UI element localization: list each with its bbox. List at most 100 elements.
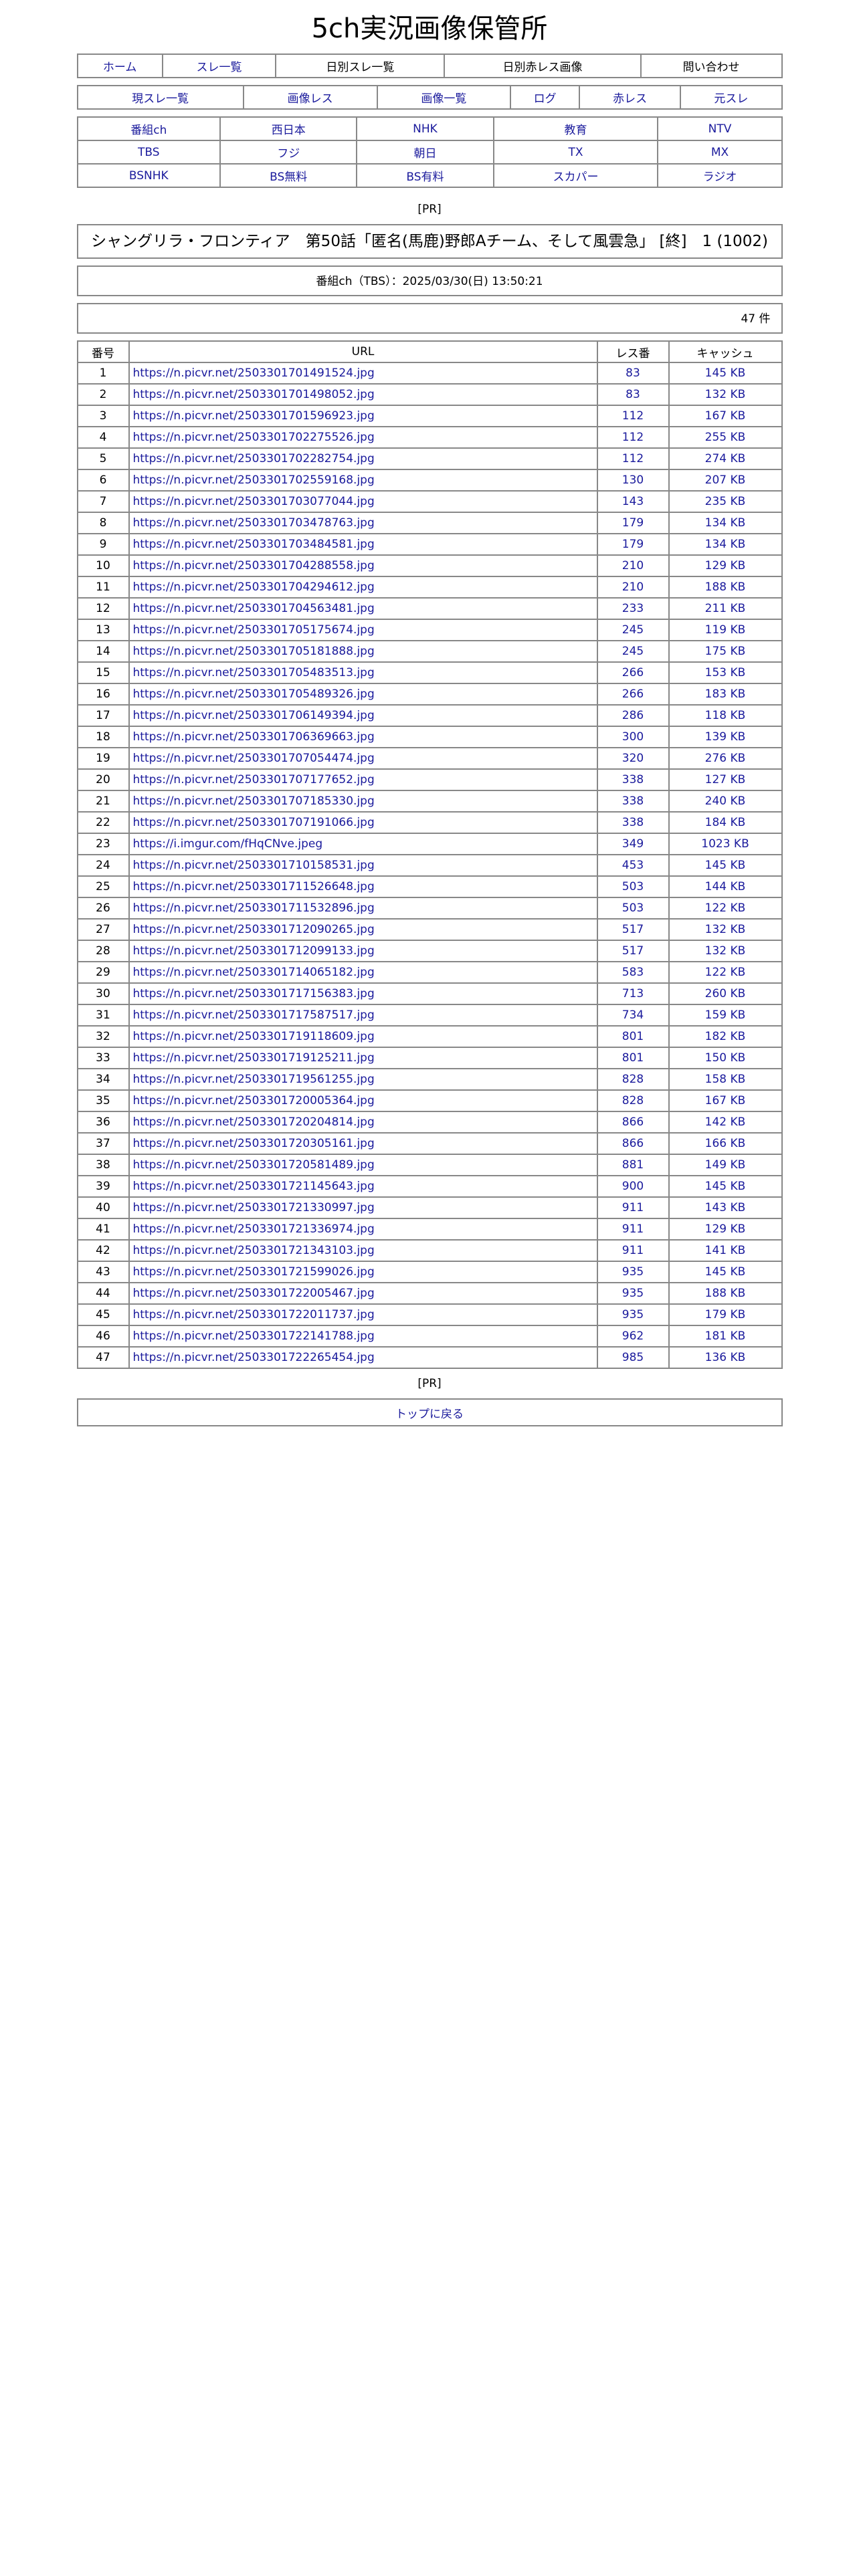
image-url-link[interactable]: https://n.picvr.net/2503301721145643.jpg xyxy=(132,1180,375,1193)
cache-link[interactable]: 159 KB xyxy=(704,1008,746,1022)
res-number-link[interactable]: 112 xyxy=(622,431,644,444)
cache-link[interactable]: 207 KB xyxy=(704,473,746,487)
image-url-link[interactable]: https://n.picvr.net/2503301701596923.jpg xyxy=(132,409,375,423)
image-url-link[interactable]: https://n.picvr.net/2503301704563481.jpg xyxy=(132,602,375,615)
image-url-link[interactable]: https://n.picvr.net/2503301701498052.jpg xyxy=(132,388,375,401)
cache-link[interactable]: 134 KB xyxy=(704,538,746,551)
res-number-link[interactable]: 866 xyxy=(622,1115,644,1129)
cache-link[interactable]: 183 KB xyxy=(704,687,746,701)
channel-link[interactable]: 番組ch xyxy=(130,124,167,137)
cache-link[interactable]: 149 KB xyxy=(704,1158,746,1172)
image-url-link[interactable]: https://n.picvr.net/2503301707054474.jpg xyxy=(132,752,375,765)
res-number-link[interactable]: 130 xyxy=(622,473,644,487)
image-url-link[interactable]: https://n.picvr.net/2503301704294612.jpg xyxy=(132,580,375,594)
image-url-link[interactable]: https://n.picvr.net/2503301719125211.jpg xyxy=(132,1051,375,1065)
res-number-link[interactable]: 734 xyxy=(622,1008,644,1022)
image-url-link[interactable]: https://n.picvr.net/2503301704288558.jpg xyxy=(132,559,375,572)
cache-link[interactable]: 139 KB xyxy=(704,730,746,744)
thread-nav-item-4[interactable]: ログ xyxy=(533,92,557,106)
image-url-link[interactable]: https://n.picvr.net/2503301702282754.jpg xyxy=(132,452,375,465)
thread-nav-item-5[interactable]: 赤レス xyxy=(613,92,648,106)
channel-link[interactable]: 朝日 xyxy=(413,147,437,160)
cache-link[interactable]: 129 KB xyxy=(704,559,746,572)
thread-nav-item-6[interactable]: 元スレ xyxy=(714,92,749,106)
res-number-link[interactable]: 866 xyxy=(622,1137,644,1150)
cache-link[interactable]: 1023 KB xyxy=(701,837,749,851)
image-url-link[interactable]: https://n.picvr.net/2503301707185330.jpg xyxy=(132,794,375,808)
cache-link[interactable]: 240 KB xyxy=(704,794,746,808)
image-url-link[interactable]: https://n.picvr.net/2503301703478763.jpg xyxy=(132,516,375,530)
channel-link[interactable]: BS無料 xyxy=(270,171,308,184)
image-url-link[interactable]: https://n.picvr.net/2503301710158531.jpg xyxy=(132,859,375,872)
res-number-link[interactable]: 801 xyxy=(622,1051,644,1065)
cache-link[interactable]: 132 KB xyxy=(704,388,746,401)
res-number-link[interactable]: 300 xyxy=(622,730,644,744)
image-url-link[interactable]: https://n.picvr.net/2503301721343103.jpg xyxy=(132,1244,375,1257)
channel-link[interactable]: フジ xyxy=(277,147,300,160)
res-number-link[interactable]: 985 xyxy=(622,1351,644,1364)
image-url-link[interactable]: https://n.picvr.net/2503301711526648.jpg xyxy=(132,880,375,893)
res-number-link[interactable]: 210 xyxy=(622,580,644,594)
nav-item-4[interactable]: 日別赤レス画像 xyxy=(444,53,642,78)
res-number-link[interactable]: 338 xyxy=(622,794,644,808)
cache-link[interactable]: 150 KB xyxy=(704,1051,746,1065)
thread-nav-item-2[interactable]: 画像レス xyxy=(287,92,333,106)
cache-link[interactable]: 122 KB xyxy=(704,966,746,979)
cache-link[interactable]: 134 KB xyxy=(704,516,746,530)
res-number-link[interactable]: 828 xyxy=(622,1094,644,1107)
back-to-top-link[interactable]: トップに戻る xyxy=(395,1407,464,1421)
image-url-link[interactable]: https://n.picvr.net/2503301719118609.jpg xyxy=(132,1030,375,1043)
res-number-link[interactable]: 245 xyxy=(622,645,644,658)
res-number-link[interactable]: 801 xyxy=(622,1030,644,1043)
res-number-link[interactable]: 286 xyxy=(622,709,644,722)
image-url-link[interactable]: https://n.picvr.net/2503301706149394.jpg xyxy=(132,709,375,722)
image-url-link[interactable]: https://n.picvr.net/2503301720005364.jpg xyxy=(132,1094,375,1107)
res-number-link[interactable]: 583 xyxy=(622,966,644,979)
image-url-link[interactable]: https://n.picvr.net/2503301717156383.jpg xyxy=(132,987,375,1000)
cache-link[interactable]: 145 KB xyxy=(704,859,746,872)
cache-link[interactable]: 132 KB xyxy=(704,944,746,958)
cache-link[interactable]: 276 KB xyxy=(704,752,746,765)
cache-link[interactable]: 144 KB xyxy=(704,880,746,893)
thread-nav-item-1[interactable]: 現スレ一覧 xyxy=(132,92,189,106)
cache-link[interactable]: 167 KB xyxy=(704,1094,746,1107)
nav-item-3[interactable]: 日別スレ一覧 xyxy=(275,53,446,78)
image-url-link[interactable]: https://n.picvr.net/2503301722141788.jpg xyxy=(132,1329,375,1343)
image-url-link[interactable]: https://n.picvr.net/2503301721330997.jpg xyxy=(132,1201,375,1214)
cache-link[interactable]: 181 KB xyxy=(704,1329,746,1343)
channel-link[interactable]: BS有料 xyxy=(406,171,444,184)
cache-link[interactable]: 188 KB xyxy=(704,1287,746,1300)
channel-link[interactable]: NTV xyxy=(708,122,732,136)
cache-link[interactable]: 255 KB xyxy=(704,431,746,444)
cache-link[interactable]: 118 KB xyxy=(704,709,746,722)
cache-link[interactable]: 145 KB xyxy=(704,366,746,380)
channel-link[interactable]: TX xyxy=(568,145,583,159)
cache-link[interactable]: 145 KB xyxy=(704,1180,746,1193)
res-number-link[interactable]: 143 xyxy=(622,495,644,508)
res-number-link[interactable]: 83 xyxy=(626,388,640,401)
image-url-link[interactable]: https://n.picvr.net/2503301722005467.jpg xyxy=(132,1287,375,1300)
channel-link[interactable]: 西日本 xyxy=(271,124,306,137)
image-url-link[interactable]: https://n.picvr.net/2503301721336974.jpg xyxy=(132,1222,375,1236)
image-url-link[interactable]: https://i.imgur.com/fHqCNve.jpeg xyxy=(132,837,323,851)
nav-item-1[interactable]: ホーム xyxy=(102,61,137,74)
cache-link[interactable]: 175 KB xyxy=(704,645,746,658)
image-url-link[interactable]: https://n.picvr.net/2503301717587517.jpg xyxy=(132,1008,375,1022)
cache-link[interactable]: 132 KB xyxy=(704,923,746,936)
channel-link[interactable]: NHK xyxy=(413,122,438,136)
res-number-link[interactable]: 83 xyxy=(626,366,640,380)
nav-item-5[interactable]: 問い合わせ xyxy=(640,53,783,78)
cache-link[interactable]: 143 KB xyxy=(704,1201,746,1214)
cache-link[interactable]: 179 KB xyxy=(704,1308,746,1321)
res-number-link[interactable]: 911 xyxy=(622,1222,644,1236)
cache-link[interactable]: 184 KB xyxy=(704,816,746,829)
image-url-link[interactable]: https://n.picvr.net/2503301722011737.jpg xyxy=(132,1308,375,1321)
image-url-link[interactable]: https://n.picvr.net/2503301705175674.jpg xyxy=(132,623,375,637)
image-url-link[interactable]: https://n.picvr.net/2503301706369663.jpg xyxy=(132,730,375,744)
cache-link[interactable]: 145 KB xyxy=(704,1265,746,1279)
res-number-link[interactable]: 881 xyxy=(622,1158,644,1172)
image-url-link[interactable]: https://n.picvr.net/2503301712099133.jpg xyxy=(132,944,375,958)
res-number-link[interactable]: 935 xyxy=(622,1265,644,1279)
cache-link[interactable]: 235 KB xyxy=(704,495,746,508)
res-number-link[interactable]: 517 xyxy=(622,944,644,958)
